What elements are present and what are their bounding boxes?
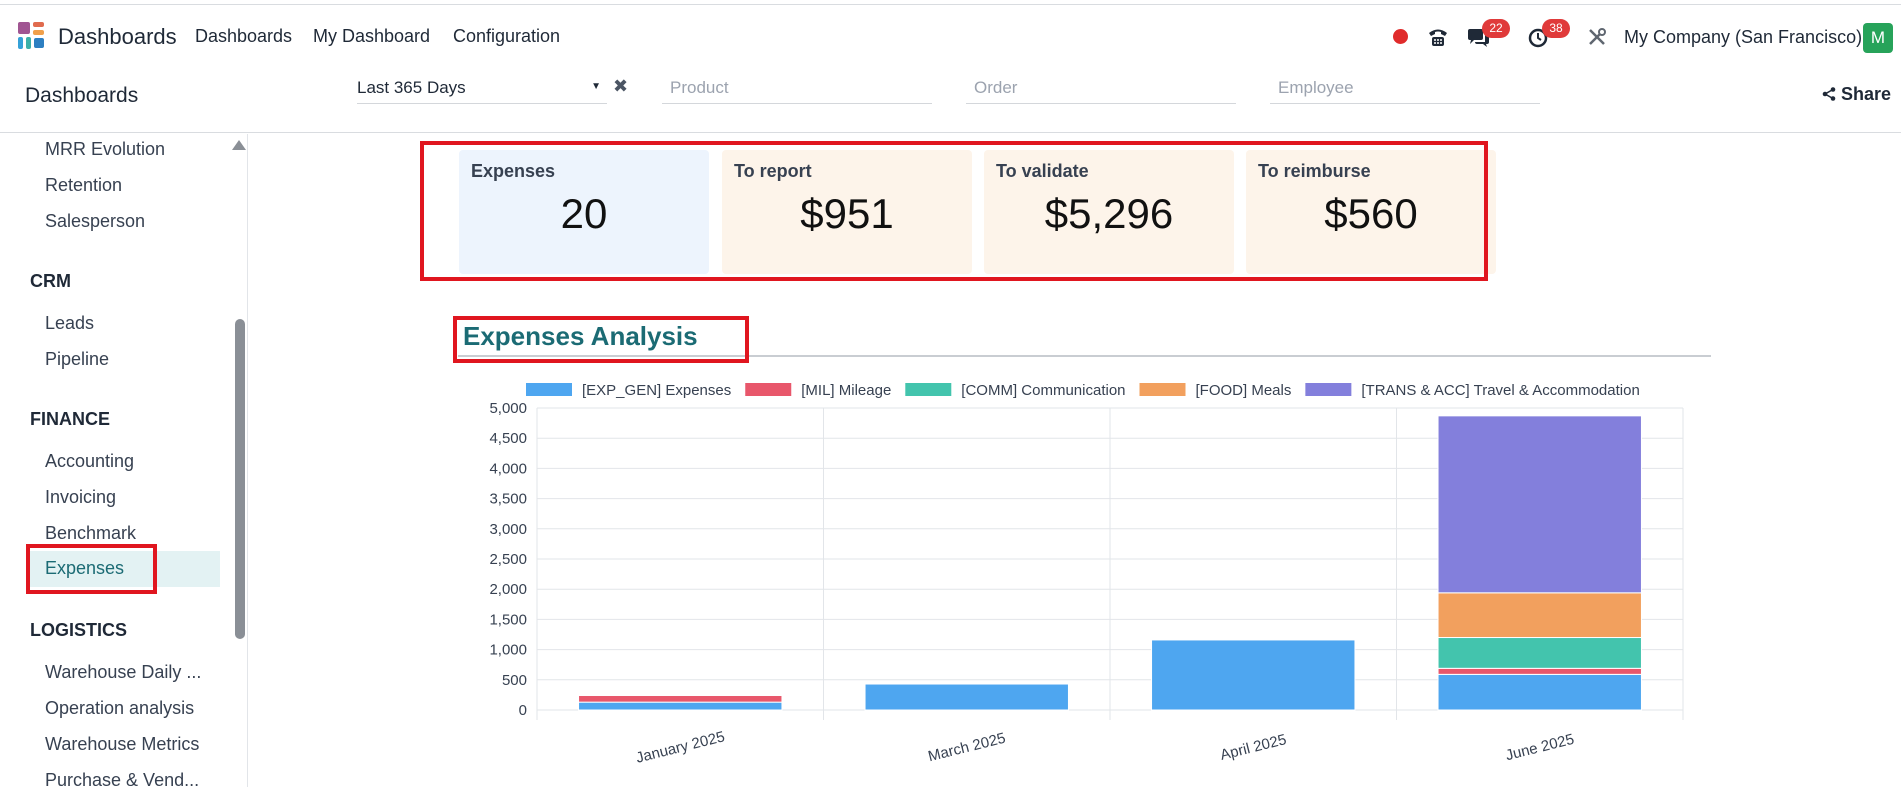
expenses-analysis-chart: [EXP_GEN] Expenses [MIL] Mileage [COMM] Co… <box>489 382 1684 767</box>
dashboard-sidebar: MRR Evolution Retention Salesperson CRM … <box>0 134 248 787</box>
y-tick-label: 2,500 <box>489 551 527 568</box>
sidebar-item-operation-analysis[interactable]: Operation analysis <box>45 698 195 718</box>
tools-icon[interactable] <box>1587 27 1607 47</box>
x-tick-label: March 2025 <box>926 730 1007 766</box>
sidebar-item-benchmark[interactable]: Benchmark <box>45 523 137 543</box>
sidebar-item-pipeline[interactable]: Pipeline <box>45 349 110 369</box>
recording-dot-icon[interactable] <box>1393 29 1408 44</box>
sidebar-item-warehouse-metrics[interactable]: Warehouse Metrics <box>45 734 200 754</box>
bar-segment <box>578 695 783 703</box>
sidebar-item-purchase-vendor[interactable]: Purchase & Vend... <box>45 770 200 787</box>
kpi-label: To report <box>734 161 812 181</box>
highlight-box-section-title <box>453 316 749 363</box>
kpi-card-to-validate[interactable]: To validate $5,296 <box>984 150 1234 274</box>
y-tick-label: 500 <box>502 672 527 689</box>
legend-swatch-0 <box>526 383 572 396</box>
product-filter-input[interactable]: Product <box>662 78 932 104</box>
section-title: Expenses Analysis <box>463 321 698 351</box>
legend-swatch-2 <box>905 383 952 396</box>
sidebar-item-mrr-evolution[interactable]: MRR Evolution <box>45 139 166 159</box>
legend-swatch-3 <box>1139 383 1186 396</box>
date-filter-select[interactable]: Last 365 Days ▼ <box>357 78 607 104</box>
share-button[interactable]: Share <box>1822 84 1891 105</box>
sidebar-item-warehouse-daily[interactable]: Warehouse Daily ... <box>45 662 202 682</box>
x-tick-label: January 2025 <box>634 728 726 766</box>
top-navbar: Dashboards Dashboards My Dashboard Confi… <box>0 4 1901 64</box>
chat-icon[interactable] <box>1466 28 1490 48</box>
sidebar-item-accounting[interactable]: Accounting <box>45 451 135 471</box>
kpi-card-expenses[interactable]: Expenses 20 <box>459 150 709 274</box>
kpi-card-to-reimburse[interactable]: To reimburse $560 <box>1246 150 1496 274</box>
sidebar-header-logistics: LOGISTICS <box>30 620 128 640</box>
legend-label-0: [EXP_GEN] Expenses <box>582 382 731 399</box>
section-divider <box>458 355 1711 357</box>
menu-configuration[interactable]: Configuration <box>453 26 561 46</box>
y-tick-label: 1,000 <box>489 642 527 659</box>
legend-swatch-1 <box>745 383 792 396</box>
legend-label-2: [COMM] Communication <box>961 382 1125 399</box>
sidebar-active-highlight <box>30 551 220 587</box>
menu-dashboards[interactable]: Dashboards <box>195 26 293 46</box>
control-panel: Dashboards Last 365 Days ▼ ✖ Product Ord… <box>0 64 1901 133</box>
legend-label-1: [MIL] Mileage <box>801 382 891 399</box>
date-filter-value: Last 365 Days <box>357 78 466 97</box>
y-tick-label: 3,500 <box>489 491 527 508</box>
y-tick-label: 2,000 <box>489 581 527 598</box>
x-tick-label: June 2025 <box>1504 731 1576 764</box>
bar-segment <box>1437 637 1642 669</box>
bar-segment <box>1437 415 1642 594</box>
employee-filter-input[interactable]: Employee <box>1270 78 1540 104</box>
y-tick-label: 3,000 <box>489 521 527 538</box>
bar-segment <box>1437 673 1642 711</box>
bar-segment <box>864 683 1069 711</box>
sidebar-item-expenses[interactable]: Expenses <box>45 558 125 578</box>
kpi-label: To reimburse <box>1258 161 1371 181</box>
kpi-label: To validate <box>996 161 1089 181</box>
chevron-down-icon: ▼ <box>591 81 601 92</box>
bar-segment <box>1437 667 1642 675</box>
x-tick-label: April 2025 <box>1219 731 1289 764</box>
kpi-card-to-report[interactable]: To report $951 <box>722 150 972 274</box>
scroll-up-arrow-icon[interactable] <box>232 140 246 150</box>
sidebar-header-finance: FINANCE <box>30 409 110 429</box>
sidebar-item-invoicing[interactable]: Invoicing <box>45 487 117 507</box>
sidebar-item-leads[interactable]: Leads <box>45 313 95 333</box>
kpi-value: $560 <box>1324 190 1418 237</box>
user-avatar[interactable]: M <box>1863 23 1893 53</box>
highlight-box-kpis <box>420 141 1488 281</box>
y-tick-label: 5,000 <box>489 400 527 417</box>
dashboards-app-icon[interactable] <box>18 22 46 50</box>
kpi-value: $951 <box>800 190 894 237</box>
sidebar-header-crm: CRM <box>30 271 71 291</box>
y-tick-label: 4,000 <box>489 460 527 477</box>
sidebar-item-salesperson[interactable]: Salesperson <box>45 211 146 231</box>
legend-label-3: [FOOD] Meals <box>1196 382 1292 399</box>
bar-segment <box>1437 592 1642 639</box>
sidebar-item-retention[interactable]: Retention <box>45 175 123 195</box>
clock-activity-icon[interactable] <box>1528 28 1548 48</box>
legend-swatch-4 <box>1305 383 1352 396</box>
activity-count-badge: 38 <box>1542 19 1570 38</box>
share-label: Share <box>1841 84 1892 104</box>
share-icon <box>1822 87 1836 101</box>
app-name[interactable]: Dashboards <box>58 24 177 49</box>
highlight-box-expenses <box>26 544 157 594</box>
clear-filter-icon[interactable]: ✖ <box>613 76 629 96</box>
chat-count-badge: 22 <box>1482 19 1510 38</box>
sidebar-scrollbar[interactable] <box>235 319 245 639</box>
kpi-value: 20 <box>560 190 608 237</box>
legend-label-4: [TRANS & ACC] Travel & Accommodation <box>1361 382 1639 399</box>
kpi-label: Expenses <box>471 161 556 181</box>
company-switcher[interactable]: My Company (San Francisco) <box>1624 27 1863 47</box>
page-title: Dashboards <box>25 84 139 107</box>
bar-segment <box>1151 639 1356 711</box>
order-filter-input[interactable]: Order <box>966 78 1236 104</box>
phone-icon[interactable] <box>1427 27 1449 47</box>
y-tick-label: 0 <box>519 702 527 719</box>
menu-my-dashboard[interactable]: My Dashboard <box>313 26 431 46</box>
y-tick-label: 4,500 <box>489 430 527 447</box>
bar-segment <box>578 701 783 711</box>
kpi-value: $5,296 <box>1044 190 1174 237</box>
y-tick-label: 1,500 <box>489 611 527 628</box>
